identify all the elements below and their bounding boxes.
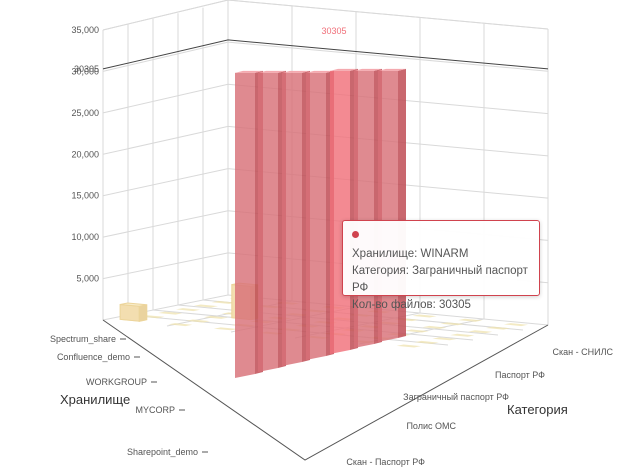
highlight-top-label: 30305	[321, 26, 346, 36]
tooltip: Хранилище: WINARM Категория: Заграничный…	[342, 220, 540, 311]
floor-cell	[176, 308, 201, 312]
floor-cell	[211, 300, 236, 304]
wall-grid-line	[102, 0, 549, 31]
z-tick-label: 5,000	[76, 274, 99, 284]
small-bar-left	[119, 303, 140, 322]
tooltip-count: Кол-во файлов: 30305	[352, 299, 471, 311]
storage-axis-title: Хранилище	[60, 392, 130, 407]
floor-cell	[193, 304, 218, 308]
bar-front-face	[306, 72, 326, 361]
storage-label: Spectrum_share	[50, 334, 116, 344]
tooltip-category: Категория: Заграничный паспорт РФ	[352, 265, 528, 294]
floor-cell	[404, 329, 429, 333]
category-label: Паспорт РФ	[495, 370, 545, 380]
small-bar-right	[138, 304, 148, 322]
floor-cell	[186, 319, 211, 323]
floor-cell	[203, 315, 228, 319]
bar-front-face	[258, 72, 278, 373]
highlight-line	[102, 39, 549, 70]
floor-cell	[396, 344, 421, 348]
z-tick-label: 10,000	[71, 232, 99, 242]
floor-cell	[414, 340, 439, 344]
wall-grid-line	[102, 41, 549, 72]
z-tick-label: 30,000	[71, 66, 99, 76]
floor-cell	[503, 323, 528, 327]
z-tick-label: 15,000	[71, 191, 99, 201]
bar-top-face	[354, 68, 382, 71]
bar-top-face	[330, 68, 358, 71]
category-label: Скан - Паспорт РФ	[346, 457, 425, 467]
floor-cell	[158, 311, 183, 315]
storage-label: Sharepoint_demo	[127, 447, 198, 457]
floor-cell	[486, 326, 511, 330]
storage-label: MYCORP	[135, 405, 175, 415]
category-axis-title: Категория	[507, 402, 568, 417]
bar-front-face	[235, 72, 255, 379]
chart-labels: Spectrum_share Confluence_demo WORKGROUP MY…	[50, 334, 614, 467]
bar-front-face	[282, 72, 302, 367]
highlight-value-label: 30305	[74, 64, 99, 74]
bar-top-face	[235, 70, 263, 73]
wall-grid-line	[102, 83, 549, 115]
floor-cell	[440, 322, 465, 326]
bar-top-face	[378, 68, 406, 71]
floor-cell	[458, 318, 483, 322]
floor-cell	[432, 337, 457, 341]
tooltip-series-dot	[352, 231, 359, 238]
bar-front-face	[330, 70, 350, 355]
floor-cell	[168, 323, 193, 327]
wall-grid-line	[102, 168, 549, 199]
bar-top-face	[282, 70, 310, 73]
wall-grid-line	[102, 125, 549, 157]
category-label: Полис ОМС	[406, 421, 456, 431]
floor-cell	[468, 330, 493, 334]
storage-label: Confluence_demo	[57, 352, 130, 362]
bar-top-face	[306, 70, 334, 73]
z-tick-label: 35,000	[71, 25, 99, 35]
z-tick-label: 25,000	[71, 108, 99, 118]
floor-cell	[450, 333, 475, 337]
tooltip-storage: Хранилище: WINARM	[352, 248, 469, 260]
bar-top-face	[258, 70, 286, 73]
category-label: Скан - СНИЛС	[553, 347, 614, 357]
floor-front-edge	[102, 319, 549, 461]
floor-cell	[213, 327, 238, 331]
floor-cell	[422, 325, 447, 329]
z-tick-label: 20,000	[71, 149, 99, 159]
category-label: Заграничный паспорт РФ	[403, 392, 509, 402]
storage-label: WORKGROUP	[86, 377, 147, 387]
floor-cell	[412, 314, 437, 318]
small-bar-top	[120, 302, 147, 307]
